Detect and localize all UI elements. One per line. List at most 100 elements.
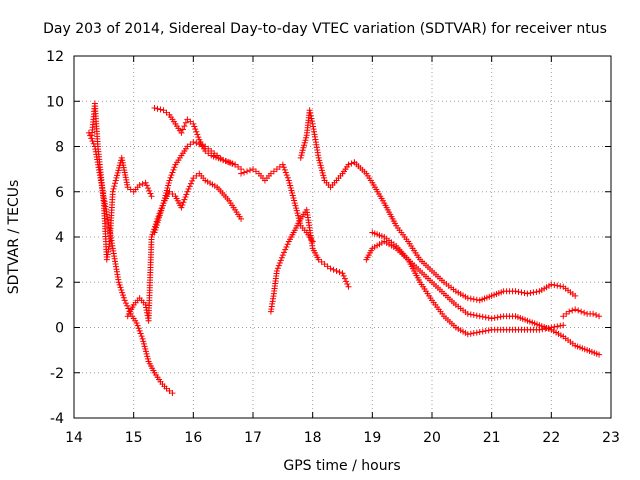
data-point [470, 312, 477, 319]
data-point [190, 138, 197, 145]
data-point [536, 326, 543, 333]
data-point [184, 188, 191, 195]
data-point [180, 199, 187, 206]
data-point [521, 289, 528, 296]
data-point [134, 322, 141, 329]
data-point [112, 177, 119, 184]
data-point [146, 187, 153, 194]
data-point [181, 196, 188, 203]
data-point [116, 281, 123, 288]
data-point [282, 246, 289, 253]
data-point [467, 330, 474, 337]
series-arc-8 [297, 107, 358, 191]
data-point [301, 142, 308, 149]
data-point [336, 269, 343, 276]
data-point [309, 118, 316, 125]
data-point [193, 140, 200, 147]
data-point [512, 288, 519, 295]
data-point [286, 179, 293, 186]
data-point [170, 166, 177, 173]
data-point [277, 257, 284, 264]
series-arc-6 [238, 161, 316, 245]
data-point [551, 282, 558, 289]
data-point [139, 180, 146, 187]
data-point [276, 260, 283, 267]
data-point [306, 107, 313, 114]
data-point [590, 310, 597, 317]
data-point [479, 328, 486, 335]
data-point [578, 308, 585, 315]
data-point [348, 160, 355, 167]
chart-title: Day 203 of 2014, Sidereal Day-to-day VTE… [43, 21, 607, 37]
data-point [482, 327, 489, 334]
data-point [140, 340, 147, 347]
data-point [187, 180, 194, 187]
data-point [137, 330, 144, 337]
data-point [282, 169, 289, 176]
y-tick-label: 10 [46, 94, 64, 110]
data-point [112, 180, 119, 187]
data-point [238, 170, 245, 177]
data-point [169, 169, 176, 176]
data-point [114, 172, 121, 179]
data-point [293, 205, 300, 212]
data-point [136, 327, 143, 334]
data-point [464, 331, 471, 338]
data-point [120, 292, 127, 299]
data-point [327, 265, 334, 272]
data-point [470, 330, 477, 337]
y-tick-label: -4 [50, 411, 64, 427]
data-point [139, 335, 146, 342]
data-point [284, 174, 291, 181]
data-point [293, 207, 300, 214]
y-tick-label: 12 [46, 49, 64, 65]
data-point [109, 188, 116, 195]
data-point [162, 192, 169, 199]
data-point [343, 278, 350, 285]
data-point [539, 326, 546, 333]
y-tick-label: 2 [55, 275, 64, 291]
data-point [285, 177, 292, 184]
data-point [278, 254, 285, 261]
data-point [289, 190, 296, 197]
data-point [165, 179, 172, 186]
data-point [330, 266, 337, 273]
data-point [548, 324, 555, 331]
data-point [88, 135, 95, 142]
x-axis-label: GPS time / hours [283, 458, 400, 474]
data-point [122, 300, 129, 307]
data-point [344, 281, 351, 288]
data-point [467, 295, 474, 302]
data-point [307, 112, 314, 119]
x-tick-label: 19 [363, 430, 381, 446]
data-point [302, 137, 309, 144]
data-point [199, 142, 206, 149]
data-point [303, 134, 310, 141]
data-point [464, 310, 471, 317]
x-tick-label: 15 [125, 430, 143, 446]
data-point [464, 295, 471, 302]
x-tick-label: 21 [483, 430, 501, 446]
data-point [476, 313, 483, 320]
data-point [178, 204, 185, 211]
data-point [179, 126, 186, 133]
data-point [291, 200, 298, 207]
data-point [290, 195, 297, 202]
x-tick-label: 23 [602, 430, 620, 446]
data-point [345, 161, 352, 168]
data-point [117, 284, 124, 291]
data-point [144, 353, 151, 360]
data-point [142, 348, 149, 355]
x-tick-label: 17 [244, 430, 262, 446]
data-point [160, 200, 167, 207]
data-point [320, 172, 327, 179]
y-tick-label: -2 [50, 366, 64, 382]
data-point [596, 351, 603, 358]
data-point [185, 186, 192, 193]
data-point [295, 212, 302, 219]
data-point [524, 290, 531, 297]
data-point [572, 306, 579, 313]
data-point [283, 172, 290, 179]
data-point [548, 281, 555, 288]
data-point [238, 215, 245, 222]
